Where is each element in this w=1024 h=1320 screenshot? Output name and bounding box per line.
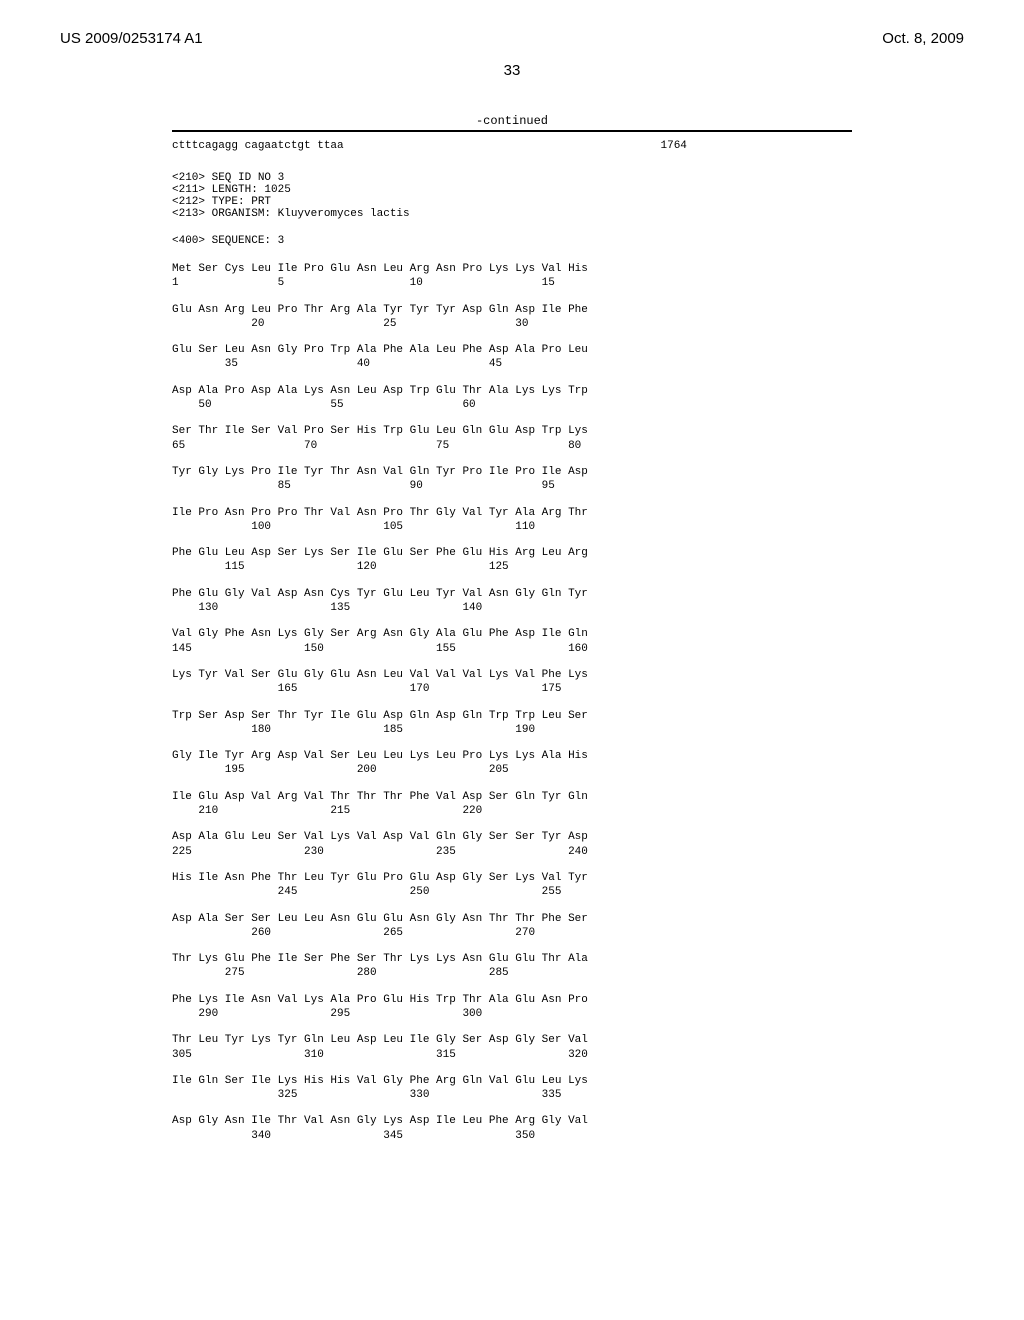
position-number-line: 85 90 95: [172, 479, 852, 493]
amino-acid-line: Trp Ser Asp Ser Thr Tyr Ile Glu Asp Gln …: [172, 709, 852, 723]
position-number-line: 180 185 190: [172, 723, 852, 737]
amino-acid-line: Glu Asn Arg Leu Pro Thr Arg Ala Tyr Tyr …: [172, 303, 852, 317]
seq-tail-position: 1764: [661, 140, 687, 152]
sequence-row: Phe Lys Ile Asn Val Lys Ala Pro Glu His …: [172, 993, 852, 1022]
amino-acid-line: Glu Ser Leu Asn Gly Pro Trp Ala Phe Ala …: [172, 343, 852, 357]
position-number-line: 195 200 205: [172, 763, 852, 777]
position-number-line: 165 170 175: [172, 682, 852, 696]
sequence-row: His Ile Asn Phe Thr Leu Tyr Glu Pro Glu …: [172, 871, 852, 900]
sequence-container: Met Ser Cys Leu Ile Pro Glu Asn Leu Arg …: [60, 262, 964, 1143]
position-number-line: 130 135 140: [172, 601, 852, 615]
sequence-row: Glu Asn Arg Leu Pro Thr Arg Ala Tyr Tyr …: [172, 303, 852, 332]
amino-acid-line: Met Ser Cys Leu Ile Pro Glu Asn Leu Arg …: [172, 262, 852, 276]
sequence-row: Gly Ile Tyr Arg Asp Val Ser Leu Leu Lys …: [172, 749, 852, 778]
page-number: 33: [60, 62, 964, 79]
amino-acid-line: Tyr Gly Lys Pro Ile Tyr Thr Asn Val Gln …: [172, 465, 852, 479]
position-number-line: 65 70 75 80: [172, 439, 852, 453]
sequence-row: Asp Ala Pro Asp Ala Lys Asn Leu Asp Trp …: [172, 384, 852, 413]
amino-acid-line: Gly Ile Tyr Arg Asp Val Ser Leu Leu Lys …: [172, 749, 852, 763]
amino-acid-line: Thr Lys Glu Phe Ile Ser Phe Ser Thr Lys …: [172, 952, 852, 966]
amino-acid-line: Val Gly Phe Asn Lys Gly Ser Arg Asn Gly …: [172, 627, 852, 641]
sequence-row: Asp Ala Glu Leu Ser Val Lys Val Asp Val …: [172, 830, 852, 859]
amino-acid-line: Ile Gln Ser Ile Lys His His Val Gly Phe …: [172, 1074, 852, 1088]
amino-acid-line: Ile Pro Asn Pro Pro Thr Val Asn Pro Thr …: [172, 506, 852, 520]
position-number-line: 35 40 45: [172, 357, 852, 371]
position-number-line: 1 5 10 15: [172, 276, 852, 290]
sequence-row: Tyr Gly Lys Pro Ile Tyr Thr Asn Val Gln …: [172, 465, 852, 494]
sequence-row: Met Ser Cys Leu Ile Pro Glu Asn Leu Arg …: [172, 262, 852, 291]
metadata-type: <212> TYPE: PRT: [172, 196, 271, 208]
sequence-row: Lys Tyr Val Ser Glu Gly Glu Asn Leu Val …: [172, 668, 852, 697]
sequence-row: Ile Gln Ser Ile Lys His His Val Gly Phe …: [172, 1074, 852, 1103]
position-number-line: 275 280 285: [172, 966, 852, 980]
position-number-line: 50 55 60: [172, 398, 852, 412]
sequence-row: Phe Glu Leu Asp Ser Lys Ser Ile Glu Ser …: [172, 546, 852, 575]
position-number-line: 325 330 335: [172, 1088, 852, 1102]
amino-acid-line: Lys Tyr Val Ser Glu Gly Glu Asn Leu Val …: [172, 668, 852, 682]
sequence-row: Trp Ser Asp Ser Thr Tyr Ile Glu Asp Gln …: [172, 709, 852, 738]
sequence-row: Ile Glu Asp Val Arg Val Thr Thr Thr Phe …: [172, 790, 852, 819]
publication-date: Oct. 8, 2009: [882, 30, 964, 47]
sequence-row: Asp Ala Ser Ser Leu Leu Asn Glu Glu Asn …: [172, 912, 852, 941]
amino-acid-line: Asp Ala Pro Asp Ala Lys Asn Leu Asp Trp …: [172, 384, 852, 398]
position-number-line: 260 265 270: [172, 926, 852, 940]
position-number-line: 210 215 220: [172, 804, 852, 818]
sequence-row: Glu Ser Leu Asn Gly Pro Trp Ala Phe Ala …: [172, 343, 852, 372]
sequence-row: Thr Lys Glu Phe Ile Ser Phe Ser Thr Lys …: [172, 952, 852, 981]
metadata-block: <210> SEQ ID NO 3 <211> LENGTH: 1025 <21…: [172, 172, 852, 220]
divider-line: [172, 130, 852, 132]
sequence-label: <400> SEQUENCE: 3: [172, 235, 852, 247]
sequence-row: Asp Gly Asn Ile Thr Val Asn Gly Lys Asp …: [172, 1114, 852, 1143]
position-number-line: 305 310 315 320: [172, 1048, 852, 1062]
position-number-line: 225 230 235 240: [172, 845, 852, 859]
page-header: US 2009/0253174 A1 Oct. 8, 2009: [60, 30, 964, 47]
position-number-line: 290 295 300: [172, 1007, 852, 1021]
sequence-row: Thr Leu Tyr Lys Tyr Gln Leu Asp Leu Ile …: [172, 1033, 852, 1062]
amino-acid-line: Phe Glu Leu Asp Ser Lys Ser Ile Glu Ser …: [172, 546, 852, 560]
amino-acid-line: Asp Gly Asn Ile Thr Val Asn Gly Lys Asp …: [172, 1114, 852, 1128]
position-number-line: 115 120 125: [172, 560, 852, 574]
amino-acid-line: Asp Ala Glu Leu Ser Val Lys Val Asp Val …: [172, 830, 852, 844]
metadata-organism: <213> ORGANISM: Kluyveromyces lactis: [172, 208, 410, 220]
publication-number: US 2009/0253174 A1: [60, 30, 203, 47]
amino-acid-line: Ile Glu Asp Val Arg Val Thr Thr Thr Phe …: [172, 790, 852, 804]
position-number-line: 20 25 30: [172, 317, 852, 331]
sequence-row: Val Gly Phe Asn Lys Gly Ser Arg Asn Gly …: [172, 627, 852, 656]
amino-acid-line: Phe Glu Gly Val Asp Asn Cys Tyr Glu Leu …: [172, 587, 852, 601]
metadata-seq-id: <210> SEQ ID NO 3: [172, 172, 284, 184]
amino-acid-line: Asp Ala Ser Ser Leu Leu Asn Glu Glu Asn …: [172, 912, 852, 926]
amino-acid-line: His Ile Asn Phe Thr Leu Tyr Glu Pro Glu …: [172, 871, 852, 885]
position-number-line: 245 250 255: [172, 885, 852, 899]
amino-acid-line: Phe Lys Ile Asn Val Lys Ala Pro Glu His …: [172, 993, 852, 1007]
sequence-tail: ctttcagagg cagaatctgt ttaa 1764: [172, 140, 852, 152]
metadata-length: <211> LENGTH: 1025: [172, 184, 291, 196]
sequence-row: Phe Glu Gly Val Asp Asn Cys Tyr Glu Leu …: [172, 587, 852, 616]
position-number-line: 145 150 155 160: [172, 642, 852, 656]
amino-acid-line: Thr Leu Tyr Lys Tyr Gln Leu Asp Leu Ile …: [172, 1033, 852, 1047]
seq-tail-text: ctttcagagg cagaatctgt ttaa: [172, 140, 344, 152]
sequence-row: Ile Pro Asn Pro Pro Thr Val Asn Pro Thr …: [172, 506, 852, 535]
position-number-line: 340 345 350: [172, 1129, 852, 1143]
position-number-line: 100 105 110: [172, 520, 852, 534]
continued-label: -continued: [60, 114, 964, 128]
amino-acid-line: Ser Thr Ile Ser Val Pro Ser His Trp Glu …: [172, 424, 852, 438]
sequence-row: Ser Thr Ile Ser Val Pro Ser His Trp Glu …: [172, 424, 852, 453]
